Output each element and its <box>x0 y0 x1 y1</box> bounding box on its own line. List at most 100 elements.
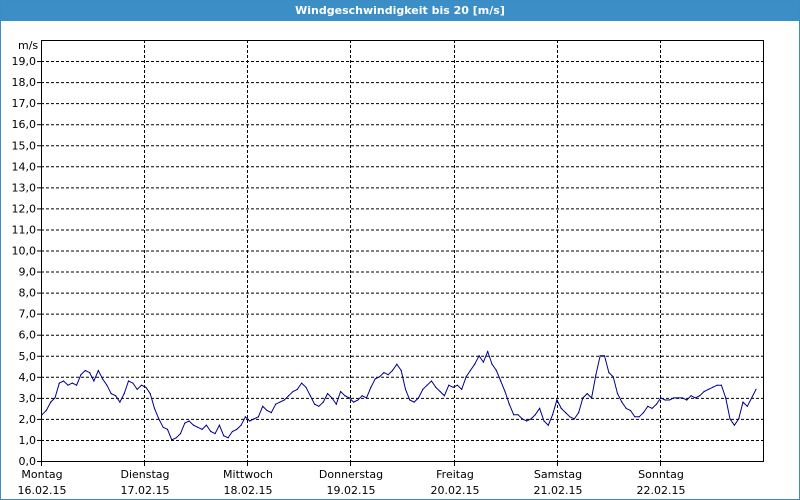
data-point <box>179 433 182 435</box>
data-point <box>621 401 623 403</box>
data-point <box>97 369 99 372</box>
data-point <box>456 384 458 386</box>
data-point <box>560 407 562 409</box>
data-point <box>582 397 584 399</box>
y-tick-label: 15,0 <box>12 139 37 152</box>
data-point <box>391 369 394 372</box>
data-point <box>210 430 212 433</box>
x-tick-date: 18.02.15 <box>224 484 273 497</box>
data-point <box>292 390 294 393</box>
data-point <box>84 369 86 372</box>
chart-title: Windgeschwindigkeit bis 20 [m/s] <box>1 1 799 21</box>
data-point <box>595 374 597 376</box>
data-point <box>651 407 653 409</box>
data-point <box>668 399 671 401</box>
data-point <box>426 384 428 386</box>
y-tick-label: 0,0 <box>19 455 37 468</box>
x-tick-date: 20.02.15 <box>431 484 480 497</box>
data-point <box>54 397 56 399</box>
data-point <box>716 384 718 386</box>
data-point <box>500 380 502 382</box>
data-point <box>396 363 398 365</box>
data-point <box>149 393 151 395</box>
data-point <box>707 388 710 390</box>
data-point <box>422 388 424 390</box>
data-point <box>184 422 186 424</box>
y-tick-label: 6,0 <box>19 329 37 342</box>
data-point <box>504 390 506 393</box>
data-point <box>517 414 519 416</box>
data-point <box>171 439 173 441</box>
data-point <box>266 409 268 412</box>
series-layer <box>41 350 757 441</box>
data-point <box>309 395 311 397</box>
data-point <box>513 414 515 416</box>
data-point <box>552 414 554 416</box>
x-tick-weekday: Mittwoch <box>223 468 273 481</box>
data-point <box>153 407 156 409</box>
x-tick-weekday: Montag <box>21 468 62 481</box>
data-point <box>461 388 463 390</box>
data-point <box>729 418 731 420</box>
data-point <box>634 416 636 418</box>
x-tick-date: 17.02.15 <box>121 484 170 497</box>
data-point <box>45 409 47 412</box>
data-point <box>413 401 415 403</box>
y-tick-label: 1,0 <box>19 434 37 447</box>
data-point <box>197 426 199 428</box>
data-point <box>521 418 523 420</box>
data-point <box>348 397 350 399</box>
data-point <box>275 403 277 405</box>
data-point <box>50 401 52 403</box>
data-point <box>686 399 688 401</box>
data-point <box>335 403 337 405</box>
y-tick-label: 16,0 <box>12 118 37 131</box>
data-point <box>409 399 411 401</box>
data-point <box>166 428 169 430</box>
data-point <box>80 374 82 376</box>
data-point <box>175 437 177 439</box>
data-point <box>573 418 575 420</box>
data-point <box>76 384 78 386</box>
data-point <box>660 397 662 399</box>
data-point <box>712 386 714 388</box>
data-point <box>603 355 606 357</box>
data-point <box>231 430 233 433</box>
data-point <box>616 393 619 395</box>
data-point <box>279 401 281 403</box>
data-point <box>340 390 342 393</box>
data-point <box>262 405 264 407</box>
data-point <box>578 412 580 414</box>
y-tick-label: 4,0 <box>19 371 37 384</box>
data-point <box>742 401 744 403</box>
data-point <box>725 397 727 399</box>
data-point <box>253 418 255 420</box>
data-point <box>357 399 359 401</box>
data-point <box>699 395 701 397</box>
y-tick-label: 14,0 <box>12 160 37 173</box>
data-point <box>404 388 407 390</box>
y-tick-label: 19,0 <box>12 55 37 68</box>
y-tick-label: 11,0 <box>12 223 37 236</box>
data-point <box>318 405 320 407</box>
y-tick-label: 8,0 <box>19 287 37 300</box>
data-point <box>642 412 645 414</box>
data-point <box>491 363 493 365</box>
grid-layer <box>41 40 763 461</box>
data-point <box>720 384 723 386</box>
data-point <box>158 418 160 420</box>
x-tick-weekday: Freitag <box>436 468 474 481</box>
y-axis-label: m/s <box>18 39 38 52</box>
data-point <box>353 401 355 403</box>
data-point <box>681 397 684 399</box>
data-point <box>638 416 640 418</box>
wind-speed-line <box>41 350 757 441</box>
y-tick-label: 7,0 <box>19 308 37 321</box>
y-tick-label: 9,0 <box>19 266 37 279</box>
data-point <box>387 374 389 376</box>
data-point <box>218 424 220 426</box>
x-tick-date: 21.02.15 <box>534 484 583 497</box>
data-point <box>201 428 203 430</box>
data-point <box>236 428 238 430</box>
